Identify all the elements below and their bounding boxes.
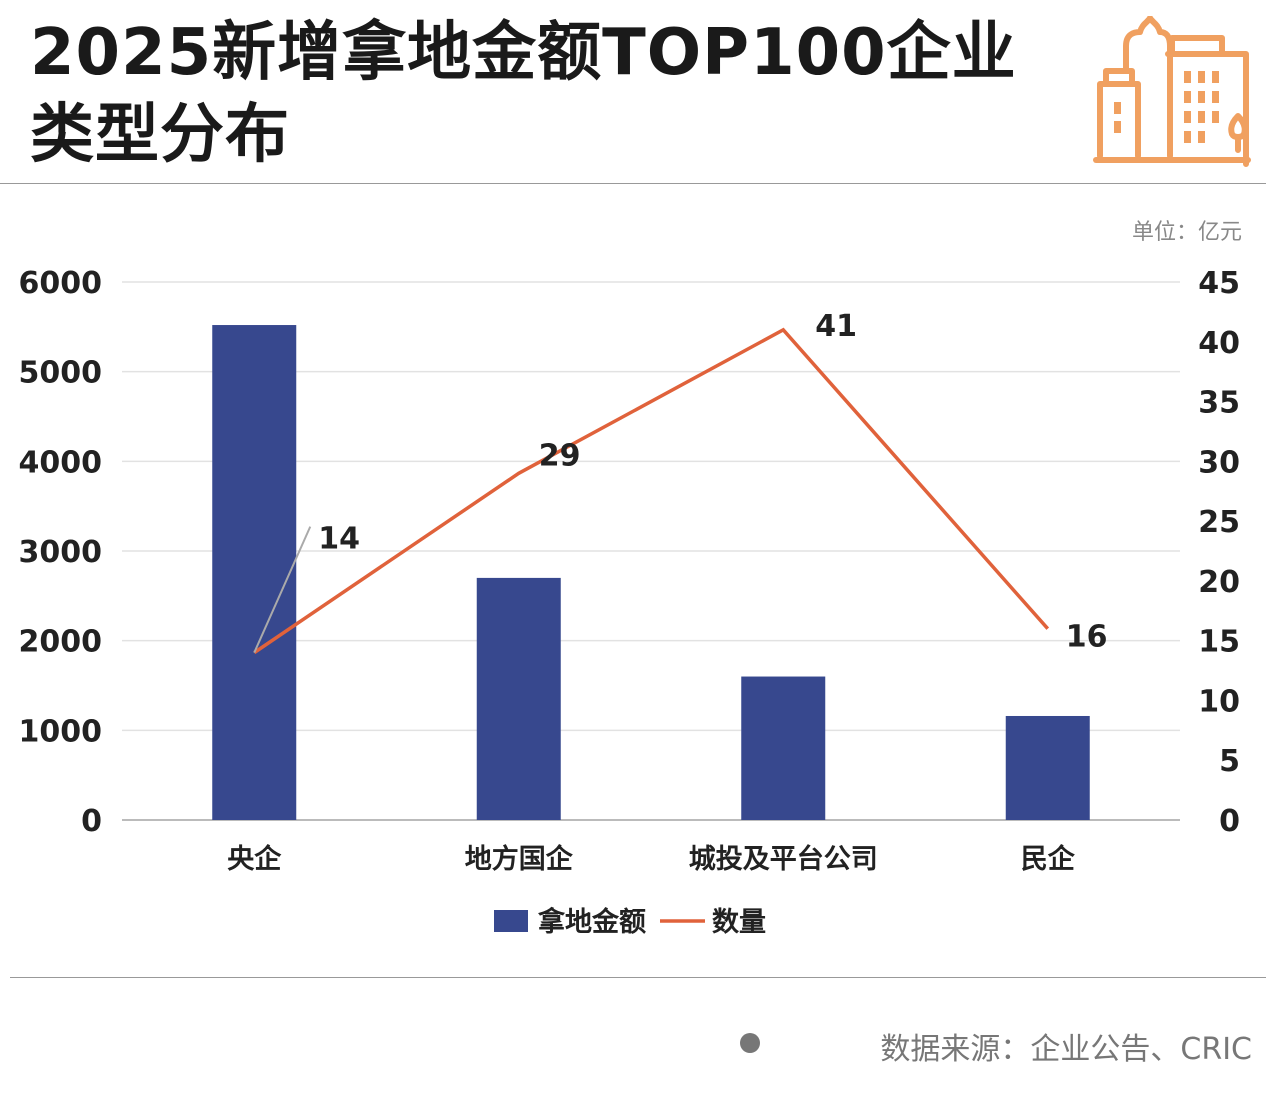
- y-left-tick-label: 1000: [19, 714, 103, 749]
- y-right-tick-label: 0: [1219, 804, 1240, 839]
- y-left-tick-label: 6000: [19, 266, 103, 301]
- data-label: 29: [539, 438, 581, 473]
- data-label: 16: [1066, 620, 1108, 655]
- bar: [1005, 715, 1090, 820]
- bar: [741, 676, 826, 820]
- y-right-tick-label: 45: [1198, 266, 1240, 301]
- source-note: 数据来源：企业公告、CRIC: [880, 1032, 1252, 1067]
- legend-label: 拿地金额: [538, 906, 646, 938]
- y-left-tick-label: 4000: [19, 445, 103, 480]
- line-series: [253, 327, 1050, 655]
- bullet-icon: [740, 1033, 760, 1053]
- unit-label: 单位：亿元: [1131, 220, 1242, 245]
- y-right-tick-label: 25: [1198, 505, 1240, 540]
- header-divider: [0, 183, 1266, 184]
- y-left-tick-label: 5000: [19, 356, 103, 391]
- data-label: 41: [815, 309, 857, 344]
- bar: [476, 577, 561, 820]
- y-right-tick-label: 5: [1219, 744, 1240, 779]
- legend-label: 数量: [712, 907, 766, 938]
- x-tick-label: 央企: [227, 843, 282, 875]
- y-right-tick-label: 15: [1198, 625, 1240, 660]
- y-right-tick-label: 20: [1198, 565, 1240, 600]
- x-tick-label: 地方国企: [465, 843, 574, 875]
- footer-divider: [10, 977, 1266, 978]
- data-label: 14: [318, 522, 360, 557]
- x-tick-label: 民企: [1021, 843, 1076, 875]
- chart: 0 1000 2000 3000 4000 5000 6000 0 5 10 15 20 25 30 35 4…: [19, 266, 1241, 938]
- y-left-tick-label: 2000: [19, 625, 103, 660]
- y-left-tick-label: 0: [81, 804, 102, 839]
- bar: [212, 325, 297, 820]
- page-title: 2025新增拿地金额TOP100企业类型分布: [30, 16, 1017, 172]
- y-right-tick-label: 10: [1198, 684, 1240, 719]
- buildings-icon: [1093, 16, 1251, 167]
- y-left-tick-label: 3000: [19, 535, 103, 570]
- y-right-tick-label: 35: [1198, 386, 1240, 421]
- leader-line: [253, 526, 312, 654]
- y-right-tick-label: 30: [1198, 445, 1240, 480]
- legend-bar-swatch: [494, 910, 528, 932]
- x-tick-label: 城投及平台公司: [689, 843, 878, 875]
- y-right-tick-label: 40: [1198, 326, 1240, 361]
